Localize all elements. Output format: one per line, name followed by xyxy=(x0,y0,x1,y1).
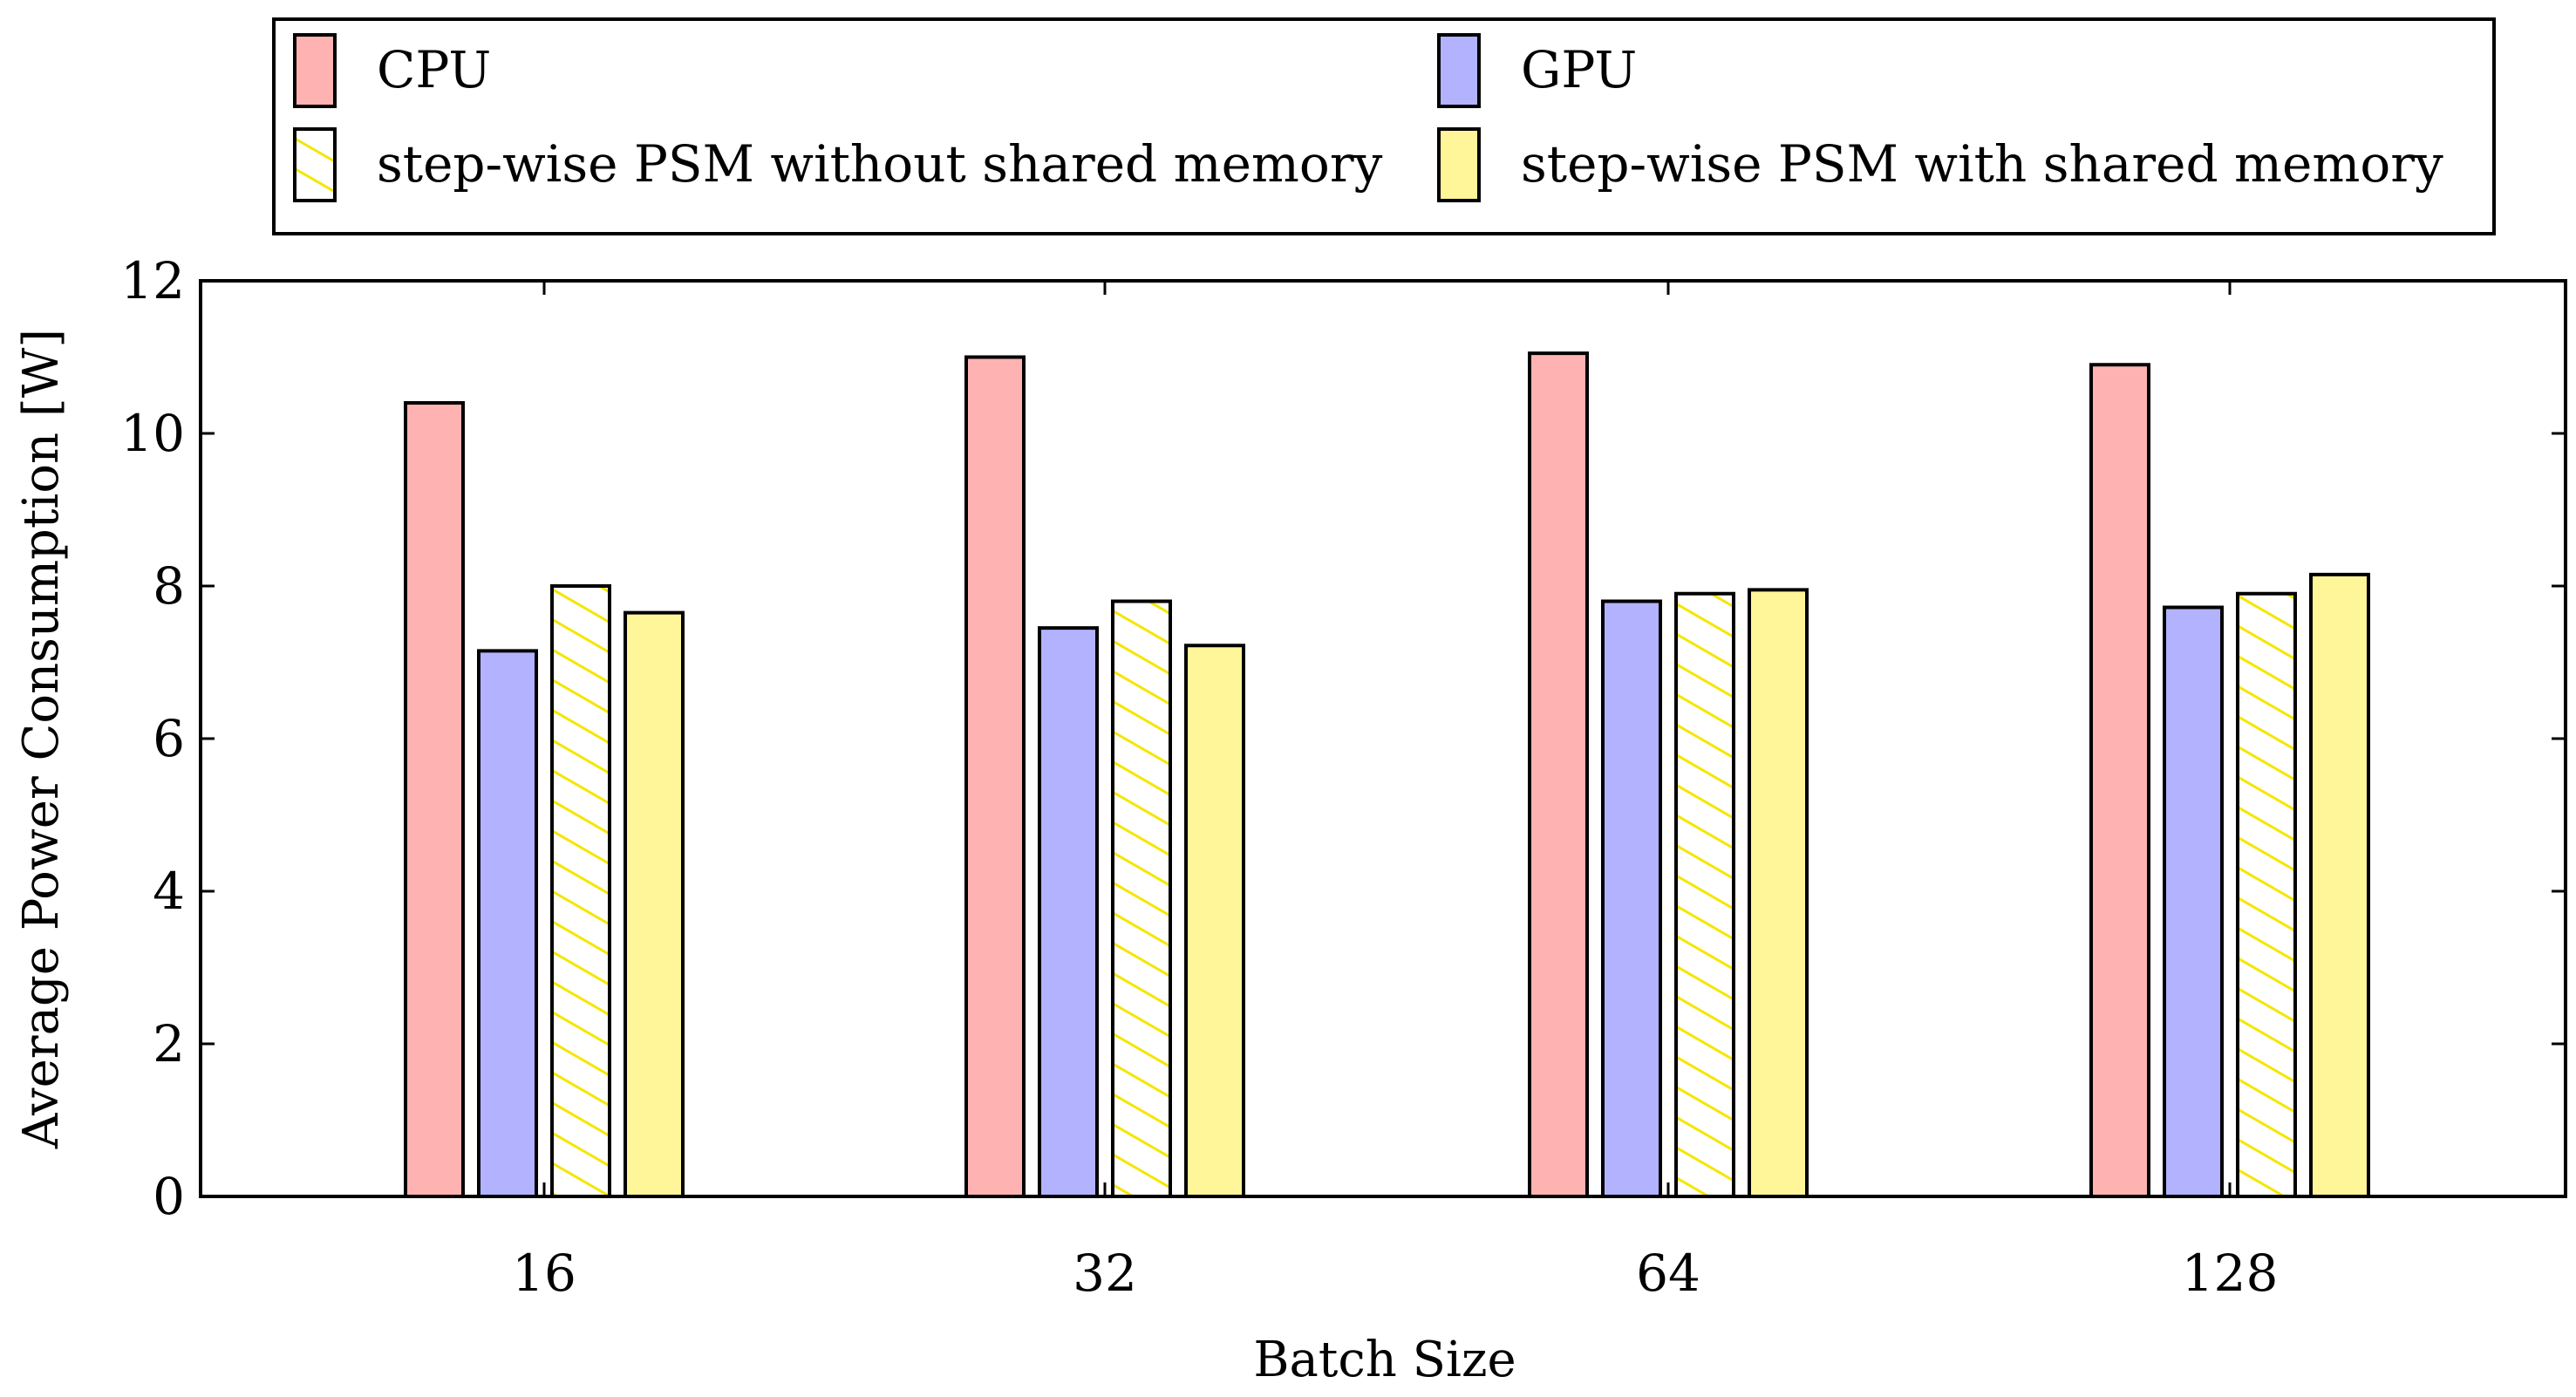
y-axis-title: Average Power Consumption [W] xyxy=(13,329,70,1149)
bar-cpu-16 xyxy=(404,401,465,1198)
bar-series xyxy=(404,351,2370,1198)
x-tick-label: 64 xyxy=(1636,1244,1700,1303)
legend-swatch xyxy=(1437,33,1481,108)
y-tick-label: 6 xyxy=(153,709,185,768)
bar-step-wise-psm-with-shared-memory-64 xyxy=(1748,588,1809,1198)
bar-gpu-32 xyxy=(1038,626,1099,1198)
legend-label: step-wise PSM with shared memory xyxy=(1521,134,2443,194)
bar-step-wise-psm-without-shared-memory-16 xyxy=(550,584,611,1198)
y-axis: 0 2 4 6 8 10 12 xyxy=(120,251,2566,1226)
x-tick-label: 16 xyxy=(512,1244,576,1303)
y-tick-label: 4 xyxy=(153,862,185,921)
x-tick-label: 32 xyxy=(1073,1244,1137,1303)
bar-step-wise-psm-with-shared-memory-32 xyxy=(1184,644,1245,1198)
y-tick-label: 0 xyxy=(153,1167,185,1226)
legend-frame xyxy=(272,17,2496,235)
bar-gpu-16 xyxy=(477,649,538,1198)
y-tick-label: 12 xyxy=(120,251,185,310)
bar-cpu-32 xyxy=(964,355,1026,1198)
bar-gpu-128 xyxy=(2163,605,2224,1198)
y-tick-label: 2 xyxy=(153,1014,185,1073)
legend-swatch xyxy=(1437,127,1481,202)
bar-step-wise-psm-without-shared-memory-64 xyxy=(1674,591,1735,1198)
legend-items: CPU GPU step-wise PSM without shared memor… xyxy=(293,33,2443,202)
legend-label: GPU xyxy=(1521,40,1637,99)
bar-cpu-128 xyxy=(2089,363,2150,1198)
bar-gpu-64 xyxy=(1601,599,1662,1198)
x-tick-label: 128 xyxy=(2182,1244,2279,1303)
bar-step-wise-psm-with-shared-memory-16 xyxy=(624,610,685,1198)
bar-step-wise-psm-with-shared-memory-128 xyxy=(2309,572,2370,1198)
legend-swatch xyxy=(293,33,337,108)
x-axis: 16 32 64 128 xyxy=(512,281,2278,1303)
bar-step-wise-psm-without-shared-memory-32 xyxy=(1111,599,1172,1198)
y-tick-label: 10 xyxy=(120,404,185,463)
x-axis-title: Batch Size xyxy=(1253,1332,1516,1388)
bar-cpu-64 xyxy=(1528,351,1589,1198)
legend-label: step-wise PSM without shared memory xyxy=(377,134,1383,194)
legend: CPU GPU step-wise PSM without shared memor… xyxy=(272,17,2496,235)
bar-step-wise-psm-without-shared-memory-128 xyxy=(2236,591,2297,1198)
legend-label: CPU xyxy=(377,40,491,99)
legend-swatch xyxy=(293,127,337,202)
y-tick-label: 8 xyxy=(153,556,185,616)
